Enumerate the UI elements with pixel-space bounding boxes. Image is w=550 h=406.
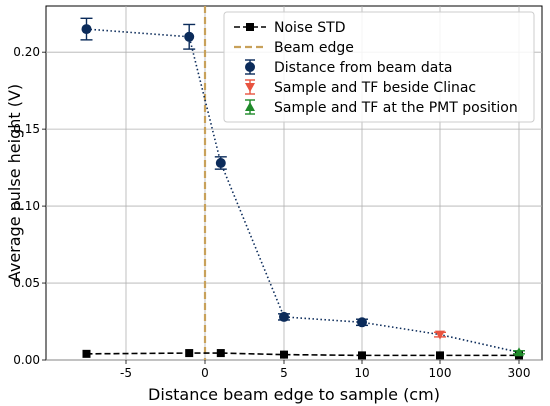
y-tick-label: 0.00	[13, 353, 40, 367]
noise-std-point	[358, 351, 366, 360]
distance-point	[279, 311, 289, 322]
noise-std-point	[82, 349, 91, 358]
tick-layer: -5 0 5 10 100 300 0.00 0.05 0.10 0.15 0.20	[13, 45, 530, 380]
legend-label: Noise STD	[274, 20, 346, 36]
legend-label: Sample and TF at the PMT position	[274, 100, 518, 116]
clinac-point	[435, 330, 445, 340]
legend-marker	[245, 83, 255, 92]
y-tick-label: 0.10	[13, 199, 40, 213]
noise-std-point	[280, 350, 288, 359]
x-tick-label: 10	[354, 366, 369, 380]
legend-marker	[245, 102, 255, 111]
y-tick-label: 0.05	[13, 276, 40, 290]
noise-std-point	[216, 349, 225, 358]
legend-marker	[246, 23, 254, 31]
y-tick-label: 0.20	[13, 45, 40, 59]
distance-point	[357, 317, 367, 328]
noise-std-point	[185, 349, 194, 358]
distance-point	[81, 24, 92, 35]
marks-layer	[80, 6, 525, 360]
legend-label: Beam edge	[274, 40, 354, 56]
x-tick-label: 5	[280, 366, 288, 380]
y-axis-label: Average pulse height (V)	[5, 84, 24, 282]
x-tick-label: 100	[429, 366, 452, 380]
legend-marker	[245, 62, 255, 72]
noise-std-line	[86, 352, 519, 357]
legend-label: Sample and TF beside Clinac	[274, 80, 476, 96]
x-axis-label: Distance beam edge to sample (cm)	[148, 385, 440, 404]
legend: Noise STD Beam edge Distance from beam dat…	[223, 11, 535, 123]
x-tick-label: -5	[120, 366, 132, 380]
legend-label: Distance from beam data	[274, 60, 452, 76]
distance-point	[184, 31, 195, 42]
distance-point	[215, 157, 226, 168]
pmt-point	[514, 347, 524, 357]
legend-box	[223, 11, 535, 123]
x-tick-label: 0	[201, 366, 209, 380]
noise-std-point	[436, 351, 444, 360]
y-tick-label: 0.15	[13, 122, 40, 136]
x-tick-label: 300	[508, 366, 531, 380]
